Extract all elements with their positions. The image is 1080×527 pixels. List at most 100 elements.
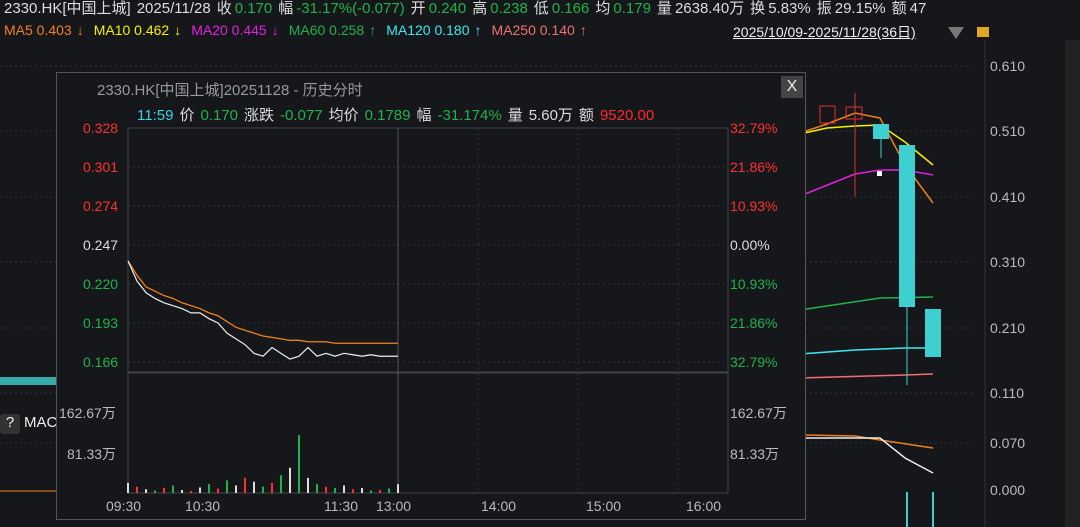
volume-bar bbox=[235, 485, 237, 493]
time-label: 13:00 bbox=[376, 498, 412, 514]
info-item: 0.1789 bbox=[364, 107, 411, 124]
price-label: 0.166 bbox=[83, 354, 119, 370]
avg-price-line bbox=[127, 260, 398, 344]
info-item: 幅 bbox=[416, 107, 432, 124]
price-frame bbox=[127, 127, 729, 373]
price-label: 0.220 bbox=[83, 276, 119, 292]
help-button[interactable]: ? bbox=[0, 414, 20, 434]
volume-bar bbox=[136, 486, 138, 493]
volume-bar bbox=[163, 487, 165, 493]
volume-bar bbox=[352, 489, 354, 493]
time-label: 15:00 bbox=[586, 498, 622, 514]
volume-label: 81.33万 bbox=[67, 446, 117, 462]
volume-bar bbox=[172, 485, 174, 493]
volume-bar bbox=[262, 486, 264, 493]
percent-label: 21.86% bbox=[730, 315, 778, 331]
price-label: 0.247 bbox=[83, 237, 119, 253]
time-label: 14:00 bbox=[481, 498, 517, 514]
kline-chart[interactable] bbox=[0, 40, 1080, 527]
quote-field-label: 量 bbox=[656, 0, 672, 17]
axis-label: 0.410 bbox=[990, 189, 1026, 205]
axis-label: 0.310 bbox=[990, 254, 1026, 270]
ma-value: MA250 0.140 bbox=[491, 22, 575, 38]
volume-bar bbox=[217, 488, 219, 493]
volume-bar bbox=[334, 487, 336, 493]
date-range[interactable]: 2025/10/09-2025/11/28(36日) bbox=[733, 24, 916, 40]
time-label: 10:30 bbox=[185, 498, 221, 514]
info-item: 5.60万 bbox=[528, 107, 573, 124]
volume-bar bbox=[154, 490, 156, 493]
percent-label: 10.93% bbox=[730, 276, 778, 292]
quote-field-label: 换 bbox=[750, 0, 766, 17]
close-button[interactable]: X bbox=[781, 76, 803, 98]
quote-field-label: 收 bbox=[216, 0, 232, 17]
volume-bar bbox=[289, 467, 291, 493]
quote-field-value: 2638.40万 bbox=[674, 0, 745, 17]
intraday-info-bar: 11:59 价 0.170 涨跌 -0.077 均价 0.1789 幅 -31.174% 量 5.6… bbox=[137, 104, 660, 125]
quote-field-label: 均 bbox=[595, 0, 611, 17]
intraday-chart[interactable] bbox=[57, 73, 807, 521]
volume-bar bbox=[145, 489, 147, 493]
axis-label: 0.210 bbox=[990, 320, 1026, 336]
volume-bar bbox=[208, 484, 210, 493]
price-label: 0.301 bbox=[83, 159, 119, 175]
info-item: 9520.00 bbox=[599, 107, 655, 124]
volume-bar bbox=[397, 484, 399, 493]
volume-label: 162.67万 bbox=[59, 405, 116, 421]
percent-label: 32.79% bbox=[730, 120, 778, 136]
trend-arrow-icon: ↑ bbox=[474, 22, 482, 38]
info-item: -0.077 bbox=[280, 107, 323, 124]
quote-field-label: 额 bbox=[891, 0, 907, 17]
time-label: 11:30 bbox=[324, 498, 358, 514]
price-line bbox=[127, 260, 398, 360]
ma-value: MA10 0.462 bbox=[93, 22, 170, 38]
trend-arrow-icon: ↑ bbox=[579, 22, 587, 38]
percent-label: 21.86% bbox=[730, 159, 778, 175]
time-label: 16:00 bbox=[686, 498, 722, 514]
volume-label: 162.67万 bbox=[730, 405, 787, 421]
volume-bar bbox=[361, 487, 363, 493]
volume-bar bbox=[190, 490, 192, 493]
quote-field-label: 振 bbox=[816, 0, 832, 17]
volume-bar bbox=[253, 481, 255, 493]
volume-bar bbox=[244, 477, 246, 493]
info-item: 量 bbox=[507, 107, 523, 124]
symbol: 2330.HK[中国上城] bbox=[4, 0, 131, 17]
volume-bar bbox=[388, 488, 390, 493]
quote-field-label: 幅 bbox=[278, 0, 294, 17]
volume-bar bbox=[343, 485, 345, 493]
quote-field-label: 开 bbox=[410, 0, 426, 17]
ma-value: MA120 0.180 bbox=[386, 22, 470, 38]
volume-label: 81.33万 bbox=[730, 446, 780, 462]
quote-field-value: 5.83% bbox=[768, 0, 811, 17]
quote-field-value: 0.179 bbox=[613, 0, 651, 17]
volume-frame bbox=[127, 372, 729, 494]
lock-icon[interactable] bbox=[977, 27, 989, 37]
quote-field-label: 高 bbox=[472, 0, 488, 17]
trend-arrow-icon: ↓ bbox=[174, 22, 182, 38]
percent-label: 32.79% bbox=[730, 354, 778, 370]
axis-label: 0.510 bbox=[990, 123, 1026, 139]
axis-label: 0.000 bbox=[990, 482, 1026, 498]
popup-title: 2330.HK[中国上城]20251128 - 历史分时 bbox=[97, 82, 363, 99]
date: 2025/11/28 bbox=[136, 0, 211, 17]
dropdown-triangle-icon[interactable] bbox=[948, 27, 964, 39]
volume-bar bbox=[199, 487, 201, 493]
axis-label: 0.610 bbox=[990, 58, 1026, 74]
axis-label: 0.110 bbox=[990, 385, 1024, 401]
info-item: 涨跌 bbox=[244, 107, 275, 124]
volume-bar bbox=[181, 489, 183, 493]
quote-field-value: 47 bbox=[909, 0, 927, 17]
volume-bar bbox=[316, 484, 318, 493]
trend-arrow-icon: ↓ bbox=[271, 22, 279, 38]
info-item: 11:59 bbox=[137, 107, 174, 124]
quote-field-value: -31.17%(-0.077) bbox=[296, 0, 405, 17]
volume-bar bbox=[226, 480, 228, 493]
macd-indicator-label[interactable]: ? MAC bbox=[0, 414, 57, 434]
quote-field-value: 0.240 bbox=[428, 0, 467, 17]
volume-bar bbox=[298, 435, 300, 493]
price-label: 0.193 bbox=[83, 315, 119, 331]
ma-value: MA20 0.445 bbox=[191, 22, 267, 38]
volume-bar bbox=[280, 475, 282, 493]
volume-bar bbox=[325, 486, 327, 493]
